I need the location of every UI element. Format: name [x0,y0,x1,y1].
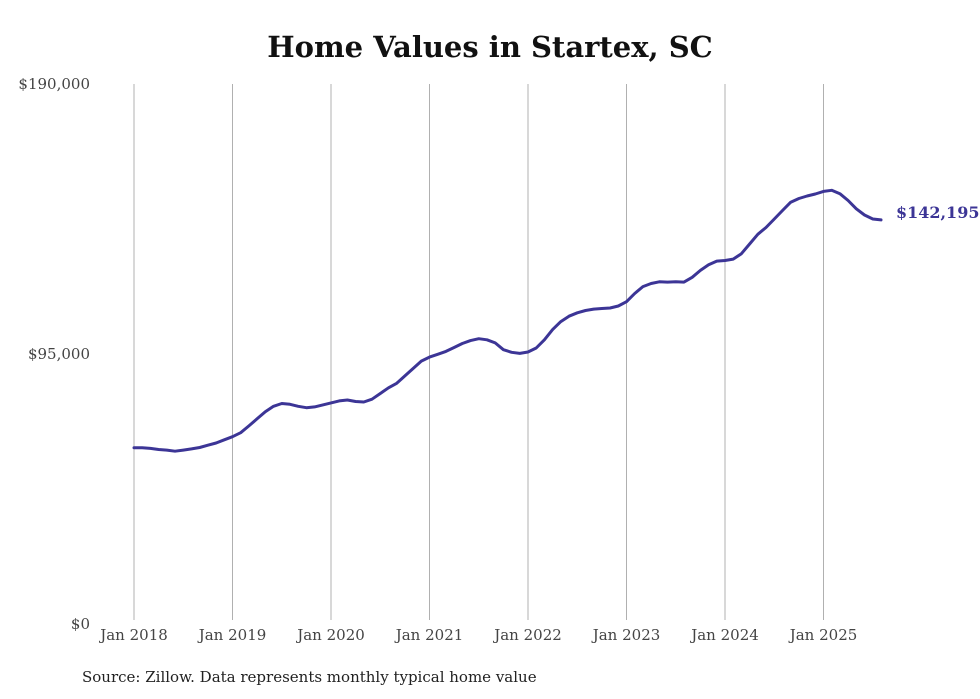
grid-lines [133,84,824,620]
x-tick-label: Jan 2019 [197,626,267,644]
source-note: Source: Zillow. Data represents monthly … [82,668,537,686]
end-label-layer: $142,195 [896,203,980,222]
x-tick-label: Jan 2025 [788,626,858,644]
end-value-label: $142,195 [896,203,980,222]
y-tick-label: $0 [71,615,90,633]
series-layer [132,188,883,453]
x-axis-ticks: Jan 2018 Jan 2019 Jan 2020 Jan 2021 Jan 2022… [98,626,857,644]
y-tick-label: $190,000 [18,75,90,93]
x-tick-label: Jan 2024 [689,626,759,644]
y-tick-label: $95,000 [28,345,90,363]
x-tick-label: Jan 2021 [394,626,464,644]
series-line [132,188,883,453]
x-tick-label: Jan 2023 [591,626,661,644]
chart-title: Home Values in Startex, SC [267,30,713,64]
x-tick-label: Jan 2022 [492,626,562,644]
x-tick-label: Jan 2018 [98,626,168,644]
x-tick-label: Jan 2020 [295,626,365,644]
y-axis-ticks: $0 $95,000 $190,000 [18,75,90,633]
